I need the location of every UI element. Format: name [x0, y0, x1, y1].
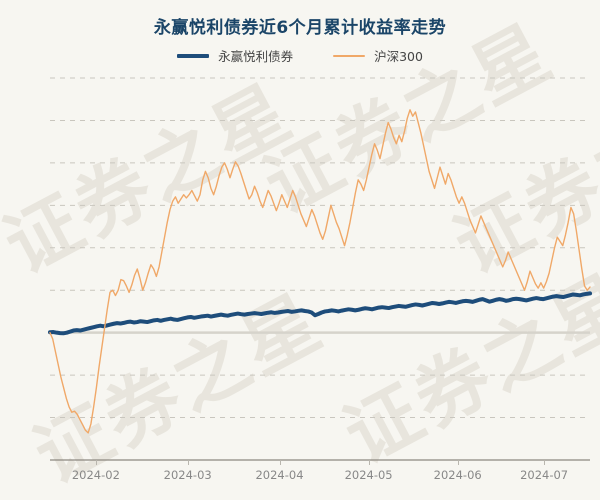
gridlines [50, 77, 590, 419]
legend-label-index: 沪深300 [374, 49, 423, 64]
series-paths [48, 109, 592, 434]
legend-item-index[interactable]: 沪深300 [333, 46, 423, 65]
x-axis-tick-mark [368, 460, 370, 465]
x-axis-tick-label: 2024-07 [520, 468, 569, 482]
x-axis-tick-label: 2024-05 [344, 468, 393, 482]
legend-swatch-fund [177, 53, 210, 58]
x-axis-tick-label: 2024-03 [163, 468, 212, 482]
x-axis-tick-mark [279, 460, 281, 465]
series-line [48, 291, 592, 336]
x-axis-tick-mark [187, 460, 189, 465]
x-axis-tick-label: 2024-04 [255, 468, 304, 482]
legend-label-fund: 永赢悦利债券 [218, 49, 294, 64]
plot-svg [48, 77, 592, 461]
plot-area: 12%10%8%6%4%2%0%-2%-4%-6% 2024-022024-03… [48, 77, 592, 482]
chart-title: 永赢悦利债券近6个月累计收益率走势 [153, 18, 447, 38]
x-axis-tick-mark [95, 460, 97, 465]
legend-item-fund[interactable]: 永赢悦利债券 [177, 46, 293, 65]
x-axis-tick-mark [544, 460, 546, 465]
x-axis-tick-label: 2024-06 [433, 468, 482, 482]
series-line [49, 109, 591, 434]
chart-legend: 永赢悦利债券 沪深300 [0, 46, 600, 65]
x-axis-tick-mark [457, 460, 459, 465]
x-axis-tick-label: 2024-02 [71, 468, 120, 482]
legend-swatch-index [333, 54, 366, 57]
